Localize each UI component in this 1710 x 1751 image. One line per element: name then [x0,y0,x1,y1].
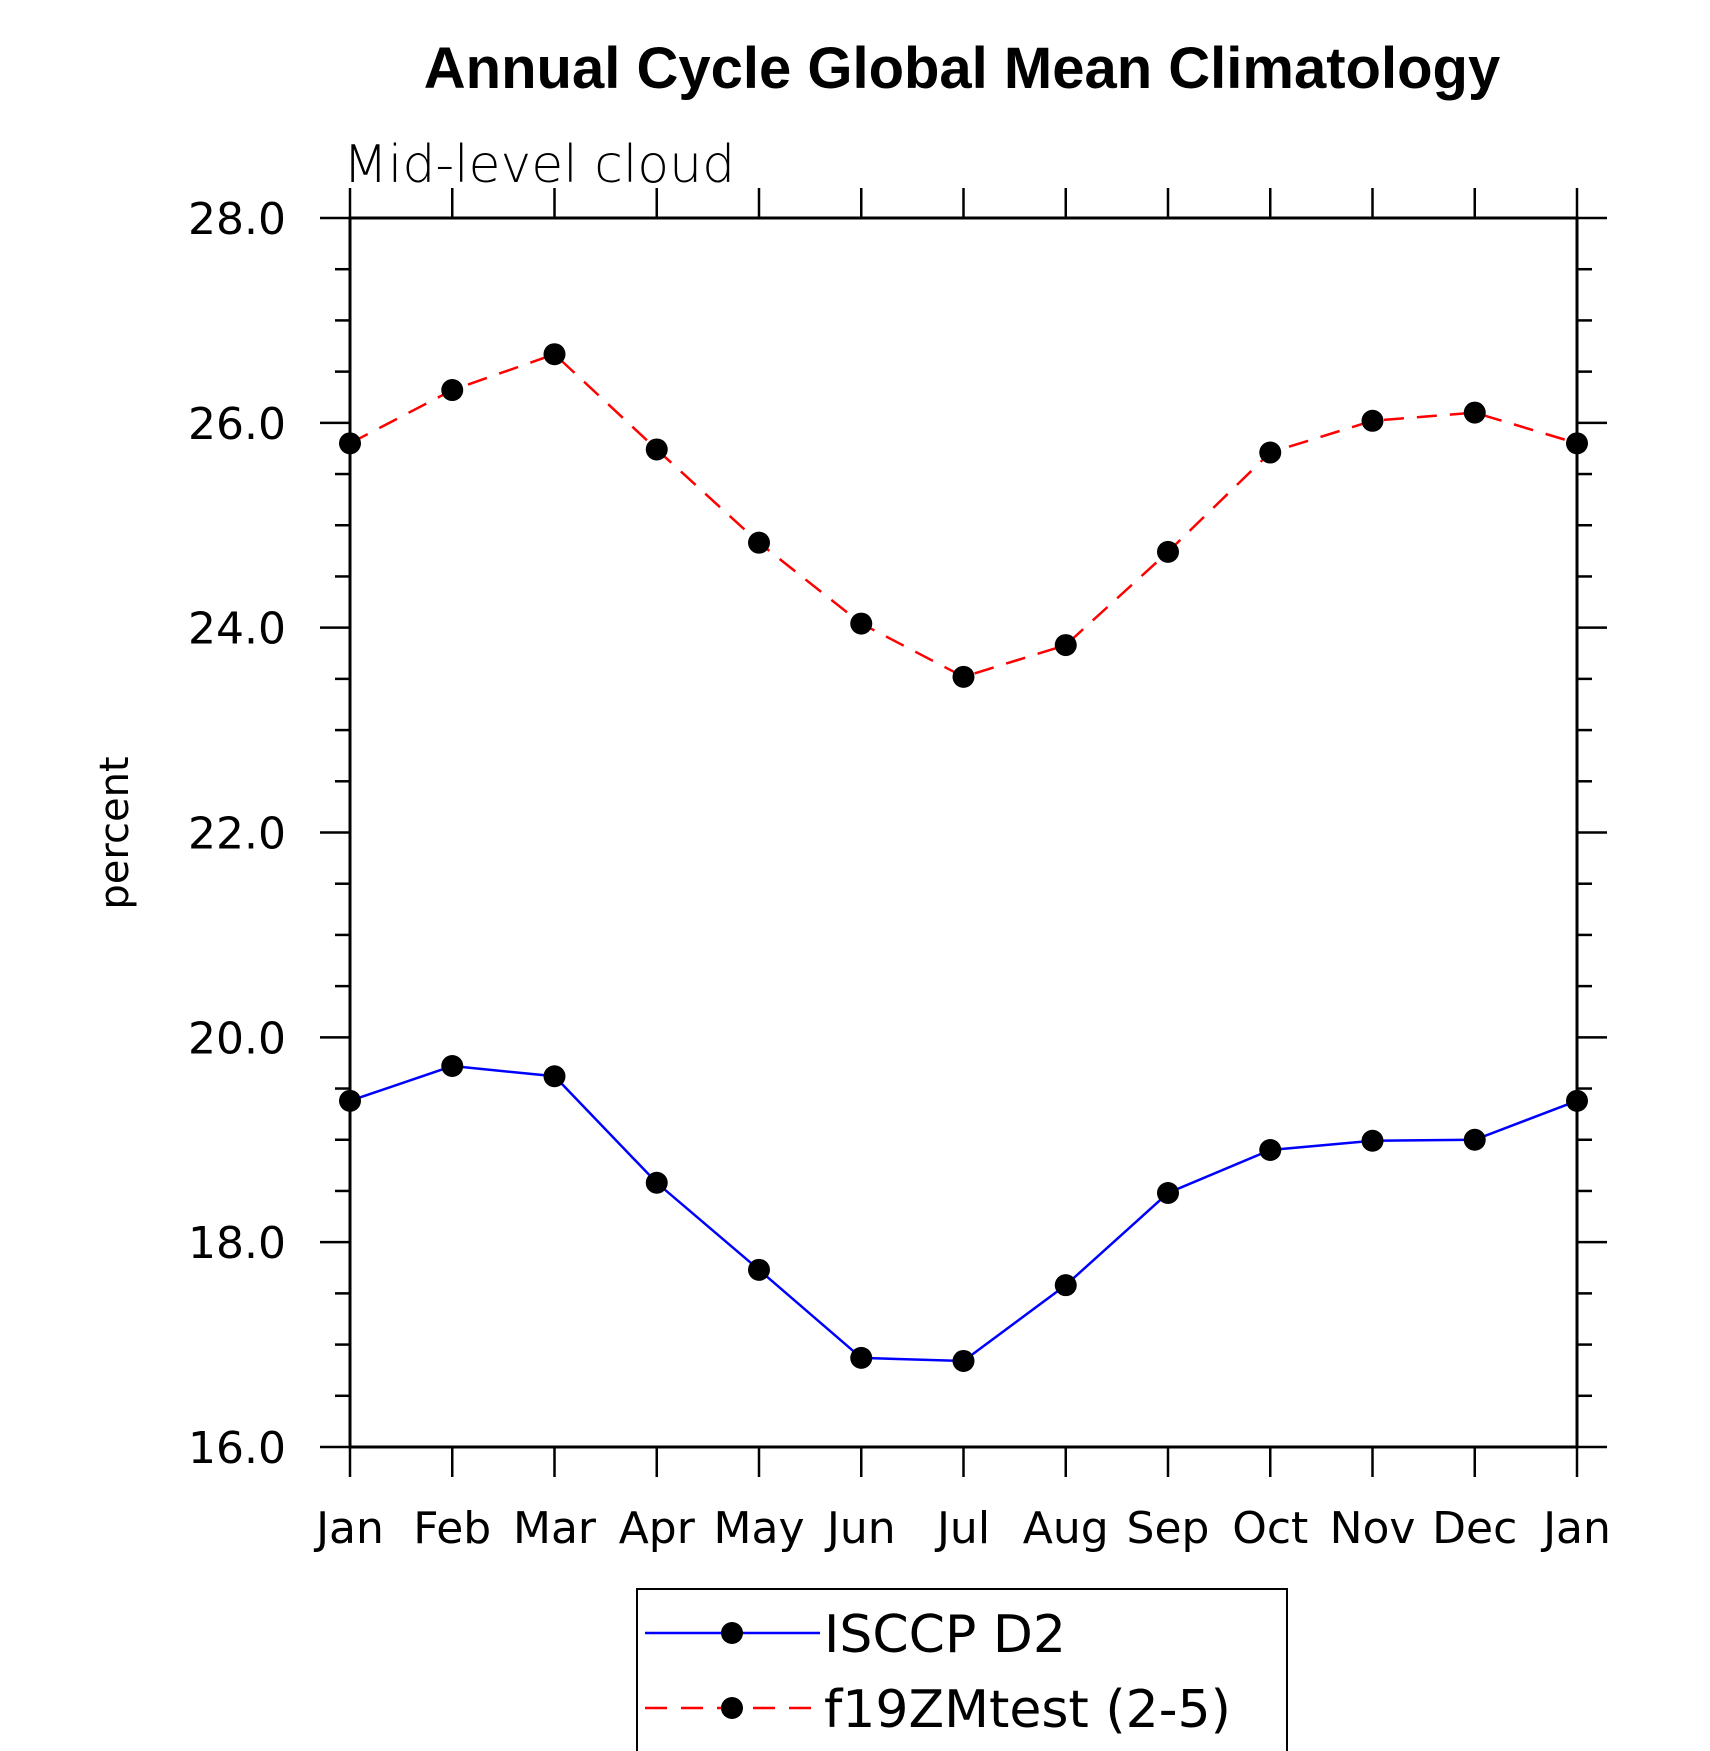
x-tick-label: Aug [1023,1503,1109,1554]
y-tick-label: 20.0 [188,1013,286,1064]
data-point-1-8 [1157,540,1179,563]
data-point-0-1 [441,1055,464,1078]
y-tick-label: 28.0 [188,194,286,245]
legend-box [636,1588,1288,1751]
data-point-1-11 [1463,401,1486,424]
data-point-0-10 [1361,1129,1384,1152]
y-axis-label: percent [92,756,138,909]
x-tick-label: Oct [1232,1503,1308,1554]
axis-ticks [320,188,1607,1477]
data-point-1-9 [1259,441,1282,464]
legend-marker-f19zmtest [721,1697,743,1719]
data-point-0-2 [543,1065,566,1088]
x-tick-label: Jul [934,1503,990,1554]
x-tick-label: Apr [619,1503,696,1554]
legend-label-f19zmtest: f19ZMtest (2-5) [824,1680,1231,1740]
series-layer [339,343,1588,1372]
x-tick-label: Jun [824,1503,896,1554]
data-point-0-3 [645,1171,668,1194]
y-tick-label: 18.0 [188,1218,286,1269]
chart-subtitle: Mid-level cloud [343,135,735,195]
series-line-1 [349,352,1578,679]
data-point-1-10 [1361,409,1384,432]
legend-marker-isccp-d2 [721,1622,743,1644]
y-tick-label: 26.0 [188,399,286,450]
data-point-0-11 [1463,1128,1486,1151]
data-point-0-12 [1566,1089,1588,1112]
y-tick-label: 24.0 [188,604,286,655]
x-tick-label: Nov [1330,1503,1416,1554]
legend-label-isccp-d2: ISCCP D2 [824,1605,1066,1665]
series-line-0 [349,1064,1578,1363]
data-point-1-0 [339,432,361,455]
data-point-0-6 [952,1349,975,1372]
y-tick-label: 22.0 [188,809,286,860]
data-point-1-4 [748,531,770,554]
data-point-1-6 [952,665,975,688]
data-point-0-9 [1259,1138,1282,1161]
data-point-1-1 [441,379,464,402]
x-tick-label: Mar [513,1503,597,1554]
x-tick-label: Dec [1432,1503,1517,1554]
data-point-0-5 [850,1346,873,1369]
legend: ISCCP D2 f19ZMtest (2-5) [636,1588,1288,1751]
x-tick-label: May [714,1503,805,1554]
data-point-1-2 [543,343,566,366]
data-point-1-12 [1566,432,1588,455]
x-tick-label: Jan [1540,1503,1611,1554]
plot-frame [348,216,1579,1449]
y-tick-labels: 16.0 18.0 20.0 22.0 24.0 26.0 28.0 [188,194,286,1474]
data-point-0-8 [1157,1182,1179,1205]
data-point-1-3 [645,438,668,461]
data-point-0-4 [748,1258,770,1281]
chart-title: Annual Cycle Global Mean Climatology [424,36,1500,101]
data-point-0-0 [339,1089,361,1112]
x-tick-label: Feb [413,1503,491,1554]
x-tick-label: Sep [1127,1503,1210,1554]
data-point-1-7 [1054,634,1077,657]
x-tick-label: Jan [313,1503,384,1554]
data-point-1-5 [850,612,873,635]
data-point-0-7 [1054,1274,1077,1297]
x-tick-labels: Jan Feb Mar Apr May Jun Jul Aug Sep Oct Nov Dec Jan [313,1503,1611,1554]
y-tick-label: 16.0 [188,1423,286,1474]
